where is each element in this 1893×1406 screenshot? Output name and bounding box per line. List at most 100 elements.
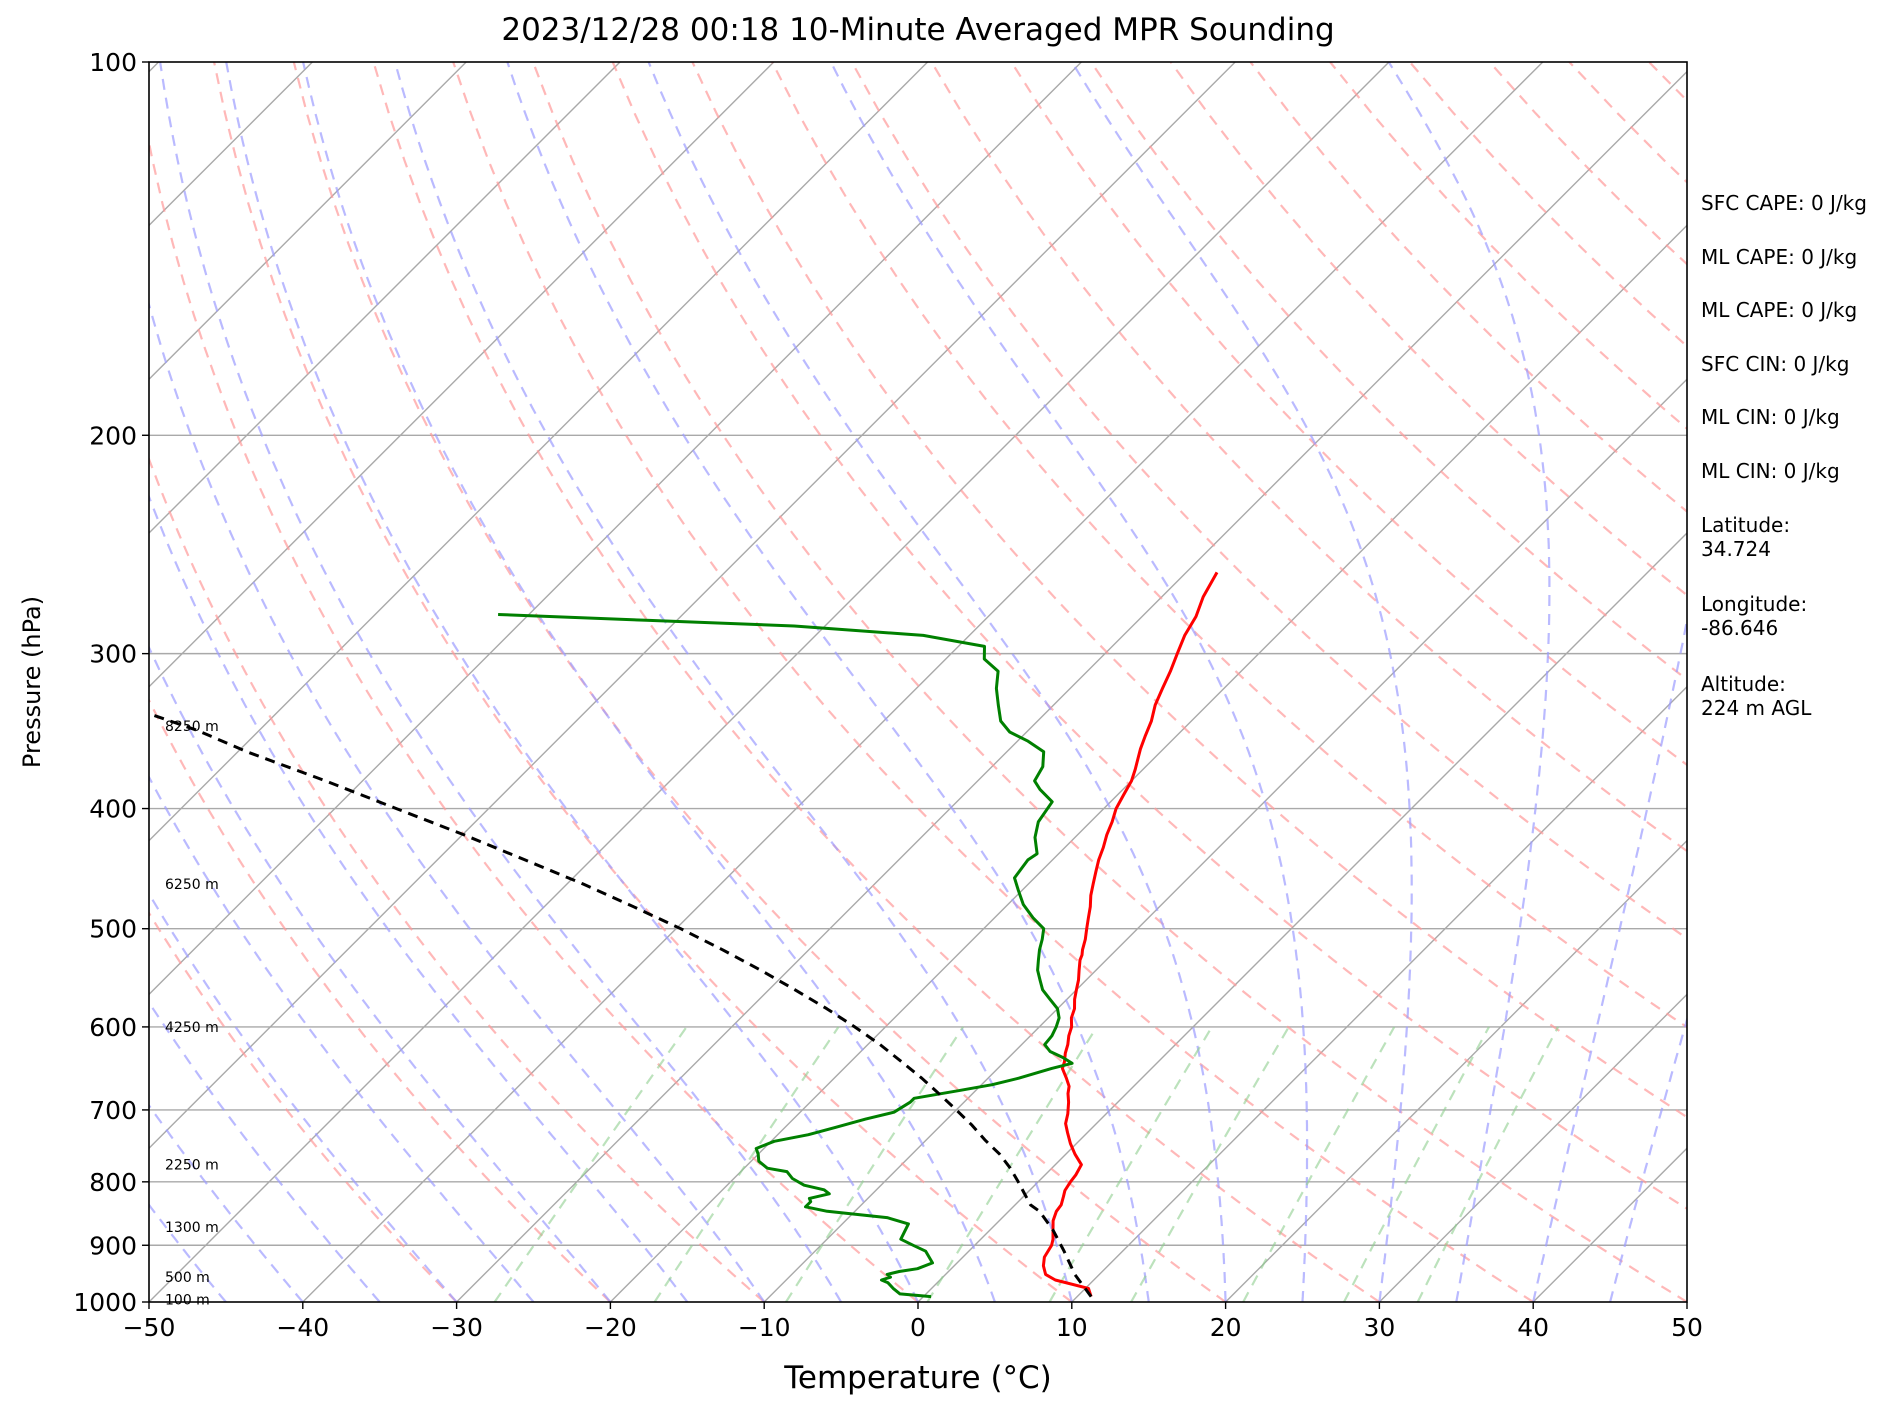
info-ml-cin-2: ML CIN: 0 J/kg — [1701, 459, 1840, 483]
moist-adiabat — [225, 62, 919, 1302]
mixing-ratio-line — [653, 1026, 840, 1302]
mixing-ratio-line — [493, 1026, 688, 1302]
x-tick-label: −20 — [584, 1313, 637, 1342]
info-altitude: Altitude: 224 m AGL — [1701, 672, 1812, 720]
info-sfc-cin: SFC CIN: 0 J/kg — [1701, 352, 1850, 376]
x-tick-label: 30 — [1363, 1313, 1395, 1342]
dry-adiabat — [149, 137, 919, 1302]
y-tick-label: 1000 — [73, 1288, 137, 1317]
height-label: 4250 m — [165, 1020, 219, 1036]
moist-adiabat — [149, 774, 535, 1302]
dewpoint-trace — [498, 613, 1074, 1299]
dry-adiabat — [930, 62, 1687, 853]
x-tick-label: −50 — [123, 1313, 176, 1342]
info-sfc-cape: SFC CAPE: 0 J/kg — [1701, 191, 1867, 215]
isotherm-line — [149, 62, 621, 534]
isotherm-line — [763, 378, 1687, 1302]
x-tick-label: 40 — [1517, 1313, 1549, 1342]
info-ml-cin: ML CIN: 0 J/kg — [1701, 405, 1840, 429]
isotherm-line — [302, 62, 1544, 1302]
isotherm-line — [149, 62, 1082, 996]
reference-lines — [0, 62, 1687, 1302]
dry-adiabat — [149, 455, 765, 1302]
isotherm-line — [609, 224, 1687, 1302]
isotherm-line — [149, 62, 1236, 1150]
height-labels: 100 m 500 m 1300 m 2250 m 4250 m 6250 m 8250 m — [165, 719, 219, 1309]
x-tick-label: 50 — [1671, 1313, 1703, 1342]
parcel-trace — [149, 712, 1093, 1298]
x-tick-label: −10 — [738, 1313, 791, 1342]
dry-adiabat — [531, 62, 1687, 1302]
dry-adiabat — [292, 62, 1227, 1302]
moist-adiabat — [149, 1000, 381, 1302]
isotherm-line — [149, 62, 1390, 1302]
dry-adiabat — [213, 62, 1073, 1302]
info-ml-cape: ML CAPE: 0 J/kg — [1701, 245, 1858, 269]
isotherm-line — [149, 62, 929, 842]
y-tick-label: 200 — [89, 421, 137, 450]
dry-adiabat — [850, 62, 1687, 940]
dry-adiabat — [611, 62, 1687, 1211]
info-latitude: Latitude: 34.724 — [1701, 513, 1791, 561]
moist-adiabat — [302, 62, 996, 1302]
moist-adiabat — [149, 300, 766, 1302]
moist-adiabat — [149, 493, 689, 1302]
dry-adiabat — [771, 62, 1687, 1029]
temperature-trace — [1041, 571, 1219, 1298]
info-ml-cape-2: ML CAPE: 0 J/kg — [1701, 298, 1858, 322]
chart-title: 2023/12/28 00:18 10-Minute Averaged MPR … — [501, 12, 1335, 48]
mixing-ratio-line — [1416, 1026, 1560, 1302]
info-longitude: Longitude: -86.646 — [1701, 592, 1808, 640]
isotherm-line — [456, 70, 1687, 1302]
isotherm-line — [149, 62, 775, 688]
height-label: 6250 m — [165, 877, 219, 893]
x-tick-label: 20 — [1210, 1313, 1242, 1342]
moist-adiabat — [1070, 62, 1413, 1302]
y-axis-label: Pressure (hPa) — [18, 596, 46, 768]
mixing-ratio-line — [1242, 1026, 1396, 1302]
moist-adiabat — [829, 62, 1309, 1302]
moist-adiabat — [149, 891, 458, 1302]
dry-adiabat — [149, 697, 612, 1302]
moist-adiabat — [393, 62, 1073, 1302]
isotherm-line — [1071, 685, 1687, 1302]
x-tick-label: 10 — [1056, 1313, 1088, 1342]
y-tick-label: 600 — [89, 1013, 137, 1042]
x-axis-ticks: −50 −40 −30 −20 −10 0 10 20 30 40 50 — [123, 1302, 1703, 1342]
plot-frame — [148, 61, 1688, 1303]
moist-adiabat — [1532, 614, 1687, 1302]
dry-adiabat — [372, 62, 1381, 1302]
dry-adiabat — [452, 62, 1534, 1302]
moist-adiabat — [647, 62, 1227, 1302]
x-tick-label: −30 — [430, 1313, 483, 1342]
isotherm-line — [1225, 839, 1687, 1302]
y-tick-label: 100 — [89, 48, 137, 77]
mixing-ratio-line — [1343, 1026, 1490, 1302]
isotherm-line — [1378, 993, 1687, 1302]
dry-adiabat — [691, 62, 1687, 1119]
x-axis-label: Temperature (°C) — [783, 1360, 1052, 1396]
y-tick-label: 300 — [89, 640, 137, 669]
y-tick-label: 400 — [89, 795, 137, 824]
mixing-ratio-line — [926, 1026, 1098, 1302]
height-label: 1300 m — [165, 1220, 219, 1236]
x-tick-label: 0 — [910, 1313, 926, 1342]
y-tick-label: 700 — [89, 1096, 137, 1125]
y-tick-label: 800 — [89, 1168, 137, 1197]
moist-adiabat — [1387, 62, 1551, 1302]
height-label: 500 m — [165, 1270, 210, 1286]
height-label: 100 m — [165, 1292, 210, 1308]
isotherm-line — [149, 62, 467, 381]
height-label: 2250 m — [165, 1158, 219, 1174]
x-tick-label: −40 — [276, 1313, 329, 1342]
mixing-ratio-line — [785, 1026, 965, 1302]
dry-adiabat — [1169, 62, 1687, 597]
dry-adiabat — [149, 910, 458, 1302]
moist-adiabat — [159, 62, 843, 1302]
isotherm-line — [917, 532, 1687, 1302]
y-tick-label: 900 — [89, 1231, 137, 1260]
isotherm-line — [0, 62, 5, 1302]
height-label: 8250 m — [165, 719, 219, 735]
sounding-traces — [149, 571, 1219, 1299]
